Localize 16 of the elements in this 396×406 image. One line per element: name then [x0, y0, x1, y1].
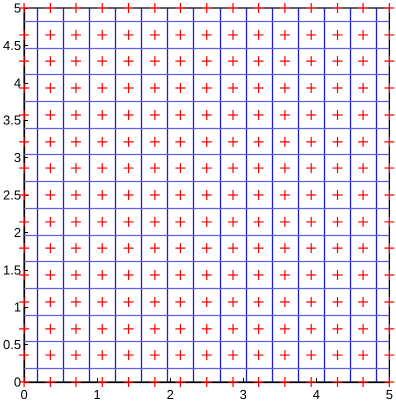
x-tick-label: 3	[240, 387, 247, 402]
y-tick-label: 1	[14, 300, 22, 315]
y-tick-label: 1.5	[2, 262, 22, 278]
y-tick-label: 0.5	[2, 337, 22, 352]
x-tick-label: 5	[386, 387, 393, 402]
y-tick-label: 4.5	[2, 38, 22, 53]
y-tick-label: 5	[14, 0, 22, 16]
y-tick-label: 0	[14, 374, 22, 390]
x-tick-label: 4	[312, 387, 320, 402]
y-tick-label: 2	[14, 224, 22, 240]
y-tick-label: 4	[14, 75, 22, 90]
y-tick-label: 3.5	[2, 112, 22, 128]
x-tick-label: 2	[166, 387, 174, 402]
y-tick-label: 2.5	[2, 188, 22, 202]
y-tick-label: 3	[14, 150, 22, 166]
x-tick-label: 1	[94, 387, 101, 402]
